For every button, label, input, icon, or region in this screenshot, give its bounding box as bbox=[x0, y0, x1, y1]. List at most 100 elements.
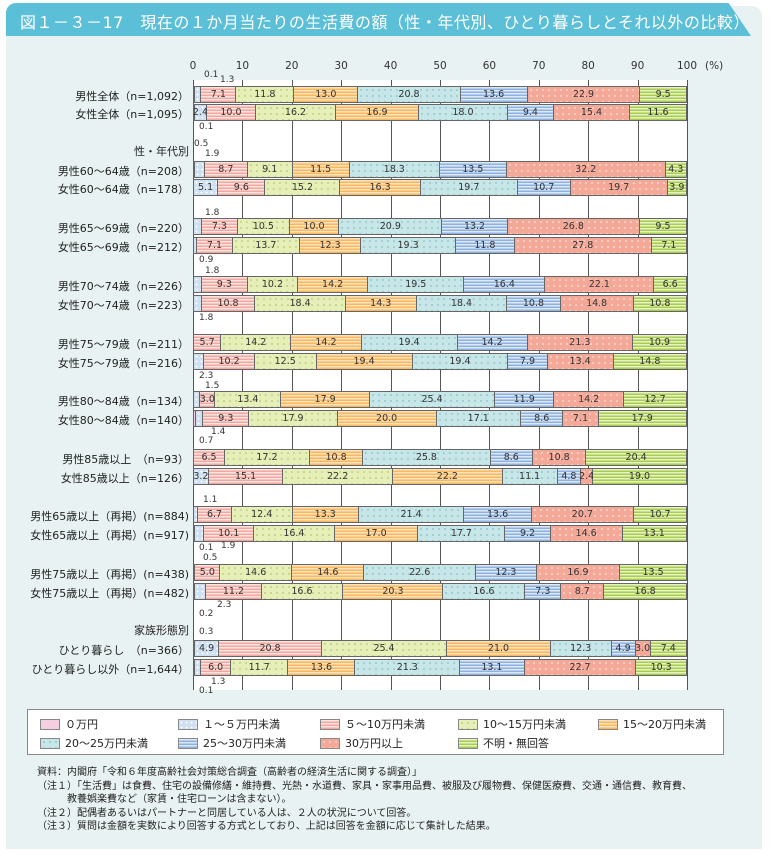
bar-segment: 9.5 bbox=[640, 86, 687, 103]
bar-segment: 20.8 bbox=[358, 86, 461, 103]
bar-segment: 20.7 bbox=[531, 506, 635, 523]
row-label: ひとり暮らし （n=366） bbox=[58, 644, 189, 657]
legend-swatch-icon bbox=[598, 718, 618, 730]
bar-segment: 10.8 bbox=[633, 295, 687, 312]
gridline bbox=[489, 80, 491, 690]
row-label: ひとり暮らし以外（n=1,644） bbox=[31, 663, 189, 676]
bar-segment bbox=[193, 640, 195, 657]
bar-segment: 10.7 bbox=[517, 179, 571, 196]
legend: ０万円 １～５万円未満 ５～10万円未満 10～15万円未満 15～20万円未満… bbox=[27, 709, 724, 755]
row-label: 男性80～84歳（n=134） bbox=[57, 395, 189, 408]
bar-segment: 17.7 bbox=[418, 525, 506, 542]
bar-segment bbox=[195, 161, 205, 178]
bar-segment: 12.3 bbox=[476, 564, 537, 581]
bar-segment: 22.1 bbox=[545, 276, 655, 293]
bar-segment: 19.4 bbox=[412, 353, 509, 370]
bar-segment: 7.1 bbox=[197, 237, 233, 254]
bar-segment bbox=[193, 525, 195, 542]
bar-segment: 7.3 bbox=[525, 583, 562, 600]
gridline bbox=[291, 80, 293, 690]
row-label: 男性60～64歳（n=208） bbox=[57, 165, 189, 178]
value-callout: 0.1 bbox=[199, 543, 214, 553]
bar-segment: 15.4 bbox=[554, 104, 630, 121]
bar-segment: 12.3 bbox=[300, 237, 361, 254]
value-callout: 1.8 bbox=[205, 266, 220, 276]
bar-segment: 17.2 bbox=[225, 449, 310, 466]
value-callout: 0.5 bbox=[194, 139, 209, 149]
bar-segment bbox=[193, 564, 196, 581]
bar-segment: 10.5 bbox=[237, 218, 290, 235]
bar-segment: 19.3 bbox=[360, 237, 457, 254]
bar-segment: 3.0 bbox=[635, 640, 651, 657]
source-note: 資料：内閣府「令和６年度高齢社会対策総合調査（高齢者の経済生活に関する調査）」 bbox=[37, 767, 422, 778]
bar-segment bbox=[193, 86, 195, 103]
value-callout: 0.1 bbox=[199, 122, 214, 132]
bar-segment: 9.4 bbox=[507, 104, 555, 121]
bar-segment: 19.0 bbox=[593, 468, 687, 485]
bar-segment: 13.6 bbox=[460, 86, 528, 103]
bar-segment bbox=[193, 104, 195, 121]
bar-segment: 14.2 bbox=[291, 334, 362, 351]
bar-segment: 20.3 bbox=[343, 583, 444, 600]
bar-segment: 7.1 bbox=[651, 237, 687, 254]
bar-segment: 2.4 bbox=[193, 104, 208, 121]
bar-segment: 25.8 bbox=[363, 449, 491, 466]
bar-segment: 11.9 bbox=[495, 391, 555, 408]
bar-segment bbox=[193, 295, 202, 312]
gridline bbox=[538, 80, 540, 690]
bar-segment: 4.8 bbox=[557, 468, 582, 485]
bar-segment: 10.8 bbox=[507, 295, 561, 312]
bar-segment: 13.1 bbox=[460, 659, 525, 676]
bar-segment: 14.2 bbox=[298, 276, 369, 293]
note-1: （注１）「生活費」は食費、住宅の設備修繕・維持費、光熱・水道費、家具・家事用品費… bbox=[37, 780, 692, 792]
legend-item-8: 不明・無回答 bbox=[458, 735, 549, 751]
bar-segment: 8.7 bbox=[561, 583, 605, 600]
bar-segment: 13.5 bbox=[439, 161, 507, 178]
bar-segment: 19.4 bbox=[361, 334, 458, 351]
value-callout: 2.3 bbox=[217, 600, 232, 610]
bar-segment: 9.6 bbox=[218, 179, 266, 196]
bar-segment: 12.3 bbox=[550, 640, 612, 657]
bar-segment: 15.1 bbox=[208, 468, 284, 485]
bar-segment: 10.8 bbox=[532, 449, 587, 466]
gridline bbox=[588, 80, 590, 690]
bar-segment: 7.4 bbox=[650, 640, 688, 657]
legend-swatch-icon bbox=[458, 737, 478, 749]
row-label: 女性60～64歳（n=178） bbox=[57, 183, 189, 196]
bar-segment: 10.7 bbox=[634, 506, 687, 523]
bar-segment: 17.9 bbox=[281, 391, 370, 408]
bar-segment: 15.2 bbox=[265, 179, 341, 196]
bar-segment: 9.3 bbox=[203, 410, 250, 427]
value-callout: 1.9 bbox=[221, 541, 236, 551]
row-label: 女性80～84歳（n=140） bbox=[57, 414, 189, 427]
value-callout: 1.8 bbox=[199, 313, 214, 323]
stacked-bar: 5.7 14.2 14.2 19.4 14.2 21.3 10.9 bbox=[193, 334, 687, 351]
x-tick-label: 10 bbox=[235, 60, 250, 72]
bar-segment: 9.5 bbox=[640, 218, 687, 235]
stacked-bar: 11.2 16.6 20.3 16.6 7.3 8.7 16.8 bbox=[193, 583, 688, 600]
bar-segment: 11.5 bbox=[292, 161, 350, 178]
stacked-bar: 6.0 11.7 13.6 21.3 13.1 22.7 10.3 bbox=[193, 659, 687, 676]
bar-segment: 25.4 bbox=[321, 640, 448, 657]
value-callout: 0.9 bbox=[199, 255, 214, 265]
value-callout: 0.7 bbox=[199, 436, 214, 446]
row-label: 女性70～74歳（n=223） bbox=[57, 299, 189, 312]
legend-item-5: 20～25万円未満 bbox=[40, 735, 148, 751]
bar-segment: 13.5 bbox=[620, 564, 687, 581]
bar-segment: 9.3 bbox=[201, 276, 248, 293]
bar-segment: 16.3 bbox=[340, 179, 421, 196]
bar-segment bbox=[193, 237, 198, 254]
bar-segment: 19.4 bbox=[316, 353, 413, 370]
row-label: 女性75～79歳（n=216） bbox=[57, 357, 189, 370]
bar-segment bbox=[193, 161, 196, 178]
bar-segment: 14.3 bbox=[345, 295, 417, 312]
bar-segment: 7.9 bbox=[508, 353, 548, 370]
bar-segment: 3.2 bbox=[193, 468, 209, 485]
bar-segment: 21.4 bbox=[358, 506, 465, 523]
bar-segment: 5.7 bbox=[193, 334, 222, 351]
bar-segment: 14.6 bbox=[292, 564, 365, 581]
bar-segment: 19.7 bbox=[570, 179, 668, 196]
bar-segment: 11.8 bbox=[456, 237, 515, 254]
legend-swatch-icon bbox=[178, 718, 198, 730]
legend-swatch-icon bbox=[178, 737, 198, 749]
